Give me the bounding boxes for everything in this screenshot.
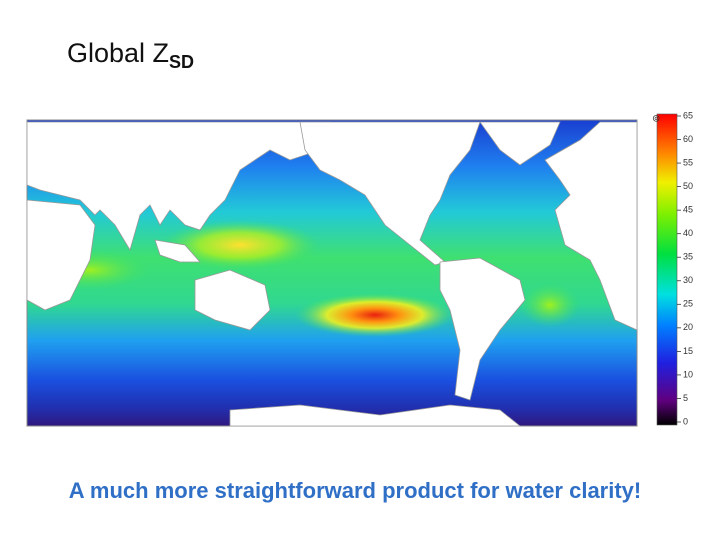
clearest-water-area [295,293,455,337]
title-subscript: SD [169,52,195,72]
map-figure: ⊚ 0 5 10 15 20 25 30 35 40 45 50 55 60 65 [26,110,693,427]
clear-water-area [520,283,580,327]
colorbar-tick-label: 15 [683,346,693,356]
slide-title: Global ZSD [67,38,194,73]
land [26,121,638,427]
colorbar-tick-label: 60 [683,134,693,144]
colorbar-tick-label: 40 [683,228,693,238]
colorbar-tick-label: 5 [683,393,688,403]
colorbar-tick-label: 20 [683,322,693,332]
colorbar-tick-label: 30 [683,275,693,285]
colorbar-tick-label: 35 [683,252,693,262]
colorbar [656,113,678,426]
colorbar-unit-icon: ⊚ [652,114,660,125]
caption: A much more straightforward product for … [68,478,642,503]
colorbar-tick-label: 45 [683,205,693,215]
title-text: Global Z [67,38,170,68]
map [26,119,638,427]
colorbar-tick-label: 25 [683,299,693,309]
colorbar-tick-label: 10 [683,369,693,379]
clear-water-area [160,220,320,270]
colorbar-tick-label: 55 [683,157,693,167]
colorbar-tick-label: 50 [683,181,693,191]
colorbar-tick-label: 65 [683,110,693,120]
colorbar-tick-label: 0 [683,416,688,426]
